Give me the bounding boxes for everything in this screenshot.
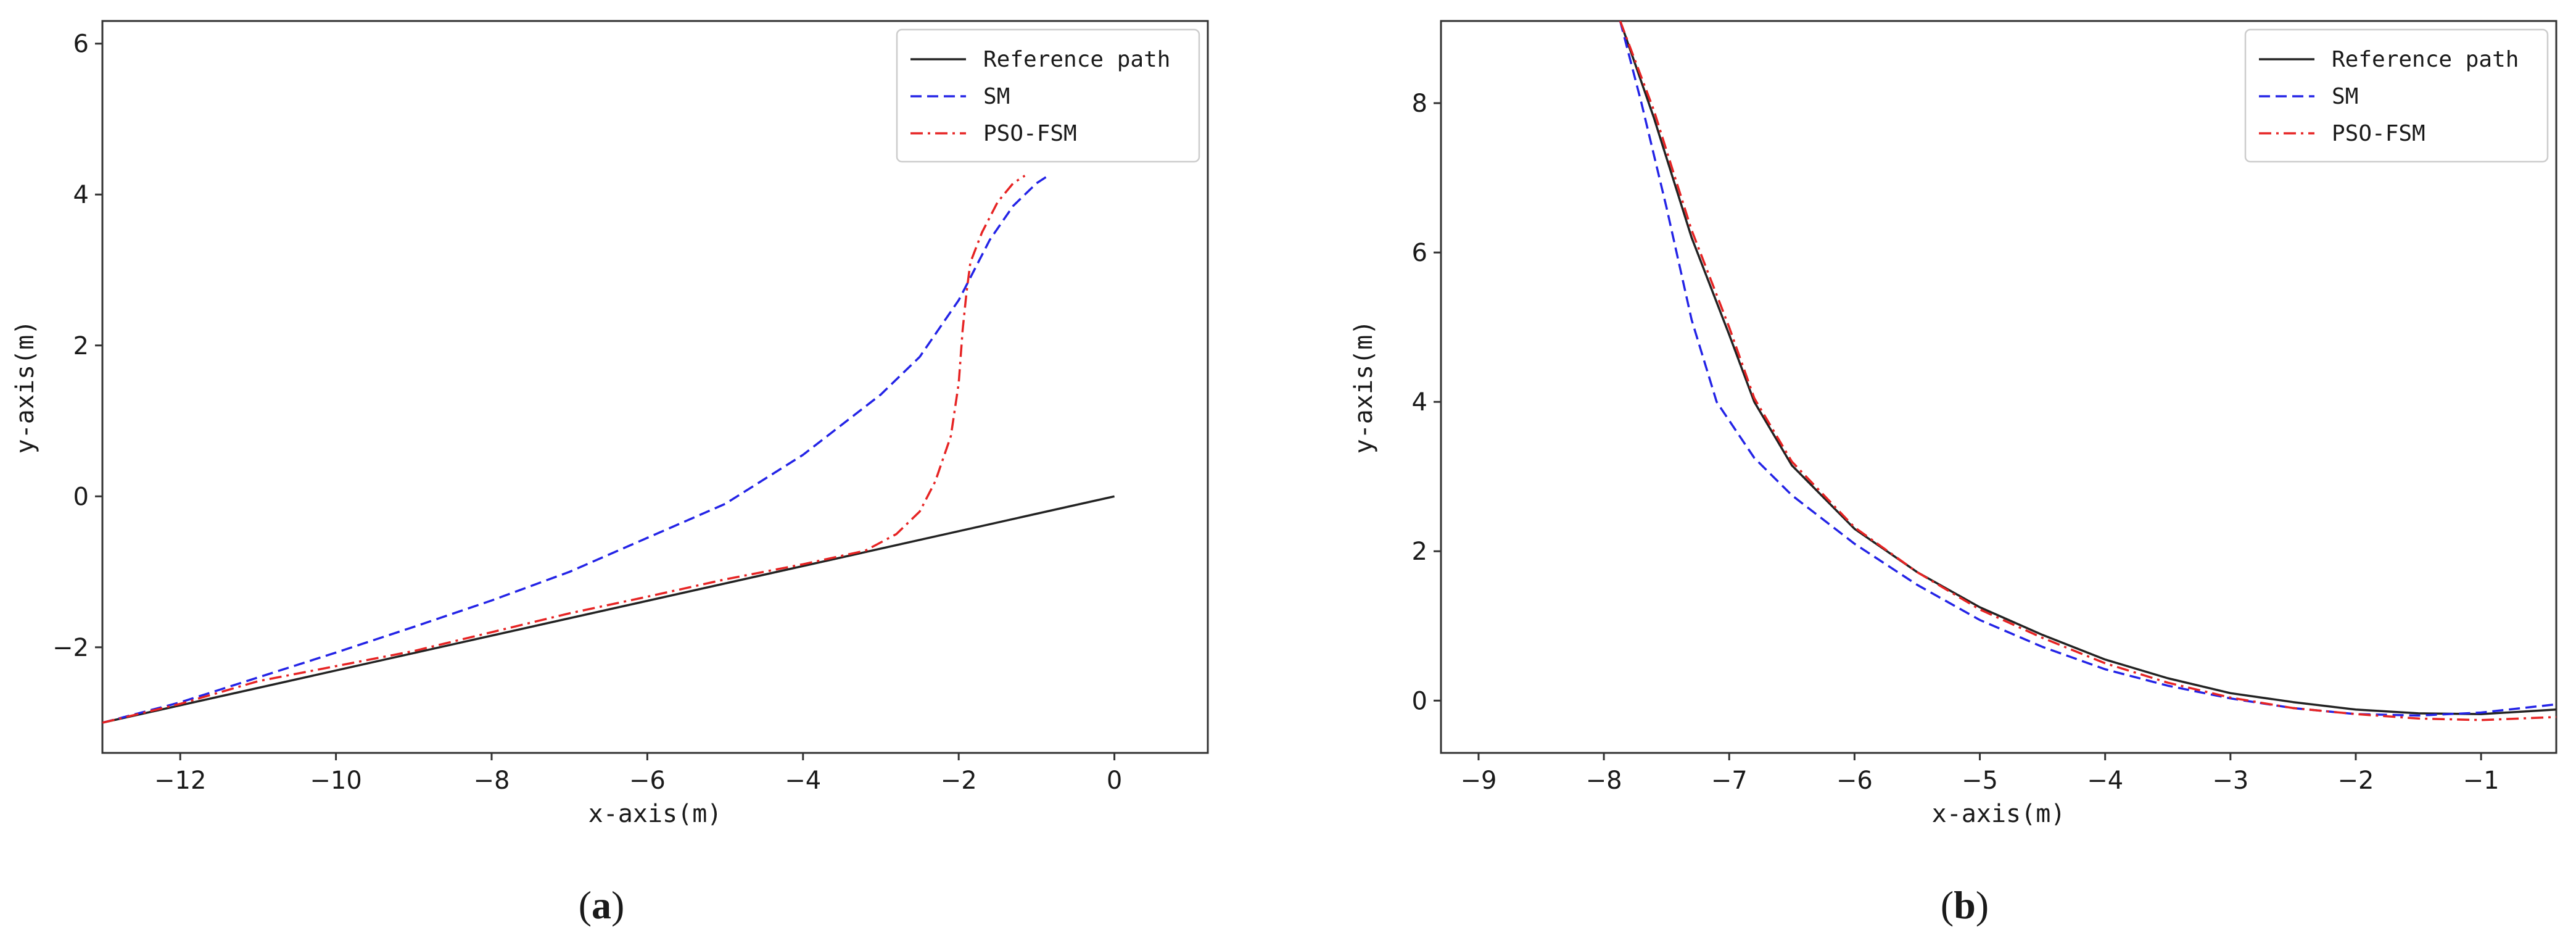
x-axis-label-b: x-axis(m): [1932, 800, 2066, 828]
series-line-pso-fsm-b: [1619, 21, 2556, 721]
y-tick-label-b: 4: [1412, 388, 1427, 417]
panel-b-chart: −9 −8 −7 −6 −5 −4 −3 −2 −1 0 2 4 6 8 x-axis(m) y-axis(m…: [1350, 20, 2557, 828]
x-tick-label-a: −10: [310, 766, 361, 795]
y-tick-label-a: 4: [73, 181, 89, 209]
legend-label-b: Reference path: [2332, 47, 2519, 72]
x-tick-label-a: −2: [941, 766, 977, 795]
legend-label-b: SM: [2332, 84, 2358, 109]
y-axis-label-a: y-axis(m): [11, 320, 39, 454]
series-line-reference-path-a: [102, 495, 1115, 724]
series-line-sm-b: [1619, 21, 2556, 717]
y-tick-label-a: 2: [73, 332, 89, 360]
y-tick-label-a: 6: [73, 30, 89, 59]
x-tick-label-b: −4: [2087, 766, 2123, 795]
legend-label-a: PSO-FSM: [983, 121, 1077, 146]
legend-label-a: Reference path: [983, 47, 1170, 72]
legend-a: Reference path SM PSO-FSM: [896, 28, 1200, 163]
x-tick-label-b: −3: [2212, 766, 2248, 795]
y-tick-label-b: 2: [1412, 538, 1427, 566]
legend-label-a: SM: [983, 84, 1010, 109]
caption-a: (a): [579, 883, 625, 927]
caption-b: (b): [1941, 883, 1989, 927]
x-tick-label-a: −8: [474, 766, 510, 795]
x-tick-label-a: −4: [785, 766, 821, 795]
x-tick-label-b: −6: [1836, 766, 1873, 795]
y-axis-label-b: y-axis(m): [1350, 320, 1378, 454]
y-tick-label-b: 6: [1412, 239, 1427, 267]
y-tick-label-a: 0: [73, 483, 89, 511]
y-tick-label-b: 8: [1412, 89, 1427, 118]
y-tick-label-a: −2: [52, 634, 89, 662]
x-tick-label-b: −7: [1711, 766, 1748, 795]
x-tick-label-b: −1: [2463, 766, 2500, 795]
legend-box-b: [2244, 28, 2549, 163]
x-tick-label-a: −6: [629, 766, 666, 795]
x-tick-label-b: −8: [1586, 766, 1622, 795]
x-axis-label-a: x-axis(m): [588, 800, 722, 828]
legend-b: Reference path SM PSO-FSM: [2244, 28, 2549, 163]
y-tick-label-b: 0: [1412, 687, 1427, 715]
panel-a-chart: −12 −10 −8 −6 −4 −2 0 −2 0 2 4 6 x-axis(m) y-axis(m) R…: [11, 20, 1209, 828]
x-tick-label-b: −2: [2337, 766, 2374, 795]
plot-frame-a: [101, 20, 1209, 754]
x-tick-label-b: −5: [1962, 766, 1998, 795]
series-line-pso-fsm-a: [102, 175, 1026, 724]
legend-box-a: [896, 28, 1200, 163]
series-line-sm-a: [102, 175, 1049, 724]
x-tick-label-b: −9: [1460, 766, 1496, 795]
x-tick-label-a: −12: [154, 766, 206, 795]
x-tick-label-a: 0: [1107, 766, 1122, 795]
legend-label-b: PSO-FSM: [2332, 121, 2425, 146]
plot-frame-b: [1440, 20, 2557, 754]
series-line-reference-path-b: [1619, 21, 2556, 715]
